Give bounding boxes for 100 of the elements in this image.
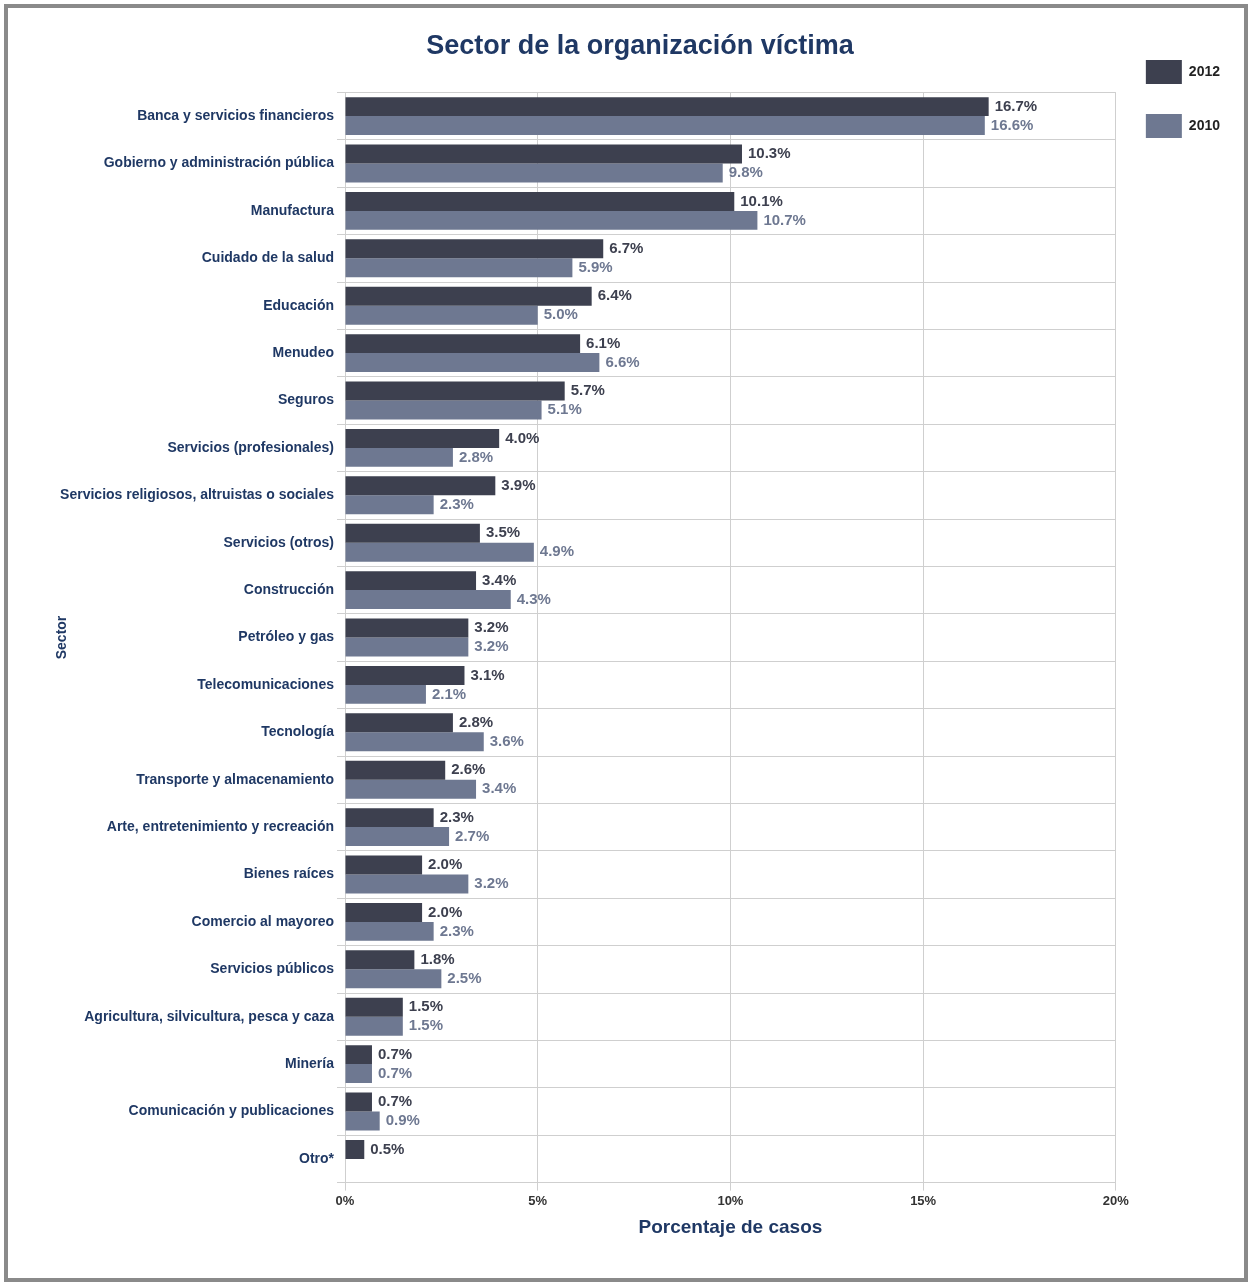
data-label: 4.0% [505,428,540,446]
data-label: 2.0% [428,855,463,873]
bar [345,116,985,136]
data-label: 6.7% [609,238,644,256]
bar [345,305,538,325]
bar [345,732,484,752]
bar [345,542,534,562]
y-tick-label: Servicios religiosos, altruistas o sociales [60,486,335,503]
data-label: 1.5% [408,1016,444,1034]
bar [345,618,469,638]
data-label: 2.7% [455,826,490,844]
y-tick-label: Comunicación y publicaciones [128,1102,335,1119]
bar [345,400,542,420]
x-tick-label: 15% [910,1192,937,1208]
data-label: 3.2% [474,618,509,636]
bar [345,713,453,733]
x-tick-label: 5% [528,1192,548,1208]
bar [345,381,565,401]
data-label: 0.5% [370,1139,405,1157]
bar [345,997,403,1017]
legend-label: 2010 [1188,116,1221,133]
bar [345,1045,372,1065]
bar [345,808,434,828]
bar [345,334,581,354]
bar [345,163,723,183]
data-label: 10.1% [740,191,783,209]
bar [345,1111,380,1131]
data-label: 3.2% [474,637,509,655]
bar [345,144,742,164]
bar [345,191,735,211]
y-tick-label: Construcción [243,580,334,597]
y-tick-label: Servicios (profesionales) [167,438,334,455]
data-label: 10.7% [763,210,806,228]
data-label: 6.1% [586,333,621,351]
data-label: 2.8% [458,712,494,730]
data-label: 3.1% [470,665,505,683]
bar [345,495,434,515]
bar [345,353,600,373]
y-tick-label: Cuidado de la salud [201,249,334,266]
y-tick-label: Banca y servicios financieros [137,106,335,123]
bar [345,239,604,259]
data-label: 5.1% [547,400,582,418]
y-tick-label: Transporte y almacenamiento [136,770,334,787]
data-label: 5.0% [543,305,578,323]
bar [345,1016,403,1036]
bar [345,1092,372,1112]
data-label: 16.7% [994,96,1038,114]
bar [345,855,423,875]
data-label: 2.3% [439,807,474,825]
data-label: 0.9% [385,1111,420,1129]
y-tick-label: Manufactura [250,201,335,218]
y-tick-label: Bienes raíces [243,865,335,882]
bar [345,258,573,278]
x-tick-label: 0% [335,1192,355,1208]
data-label: 4.9% [539,542,575,560]
x-tick-label: 20% [1102,1192,1130,1208]
bar [345,447,453,467]
x-axis-title: Porcentaje de casos [638,1215,823,1237]
data-label: 2.8% [458,447,494,465]
bar [345,950,415,970]
data-label: 2.3% [439,921,474,939]
y-axis-title: Sector [53,615,70,660]
data-label: 1.5% [408,997,444,1015]
data-label: 3.4% [482,570,517,588]
legend-label: 2012 [1188,62,1221,79]
bar [345,902,423,922]
y-tick-label: Educación [263,296,334,313]
bar [345,286,592,306]
data-label: 2.1% [431,684,467,702]
y-tick-label: Seguros [277,391,335,408]
y-tick-label: Telecomunicaciones [197,675,335,692]
data-label: 5.9% [578,257,613,275]
data-label: 0.7% [377,1063,413,1081]
bar [345,779,477,799]
bar [345,210,758,230]
data-label: 6.4% [597,286,632,304]
data-label: 2.5% [447,968,482,986]
data-label: 3.2% [474,874,509,892]
bar [345,571,477,591]
bar [345,590,511,610]
data-label: 1.8% [420,949,455,967]
x-tick-label: 10% [717,1192,744,1208]
bar [345,428,500,448]
y-tick-label: Tecnología [261,723,335,740]
data-label: 4.3% [516,589,551,607]
data-label: 0.7% [377,1044,413,1062]
data-label: 3.5% [485,523,521,541]
y-tick-label: Minería [284,1054,335,1071]
bar [345,97,989,117]
data-label: 3.6% [489,731,524,749]
bar [345,921,434,941]
y-tick-label: Menudeo [272,343,334,360]
data-label: 6.6% [605,352,640,370]
y-tick-label: Gobierno y administración pública [103,154,335,171]
bar [345,523,480,543]
bar [345,684,426,704]
data-label: 5.7% [570,381,605,399]
data-label: 3.9% [501,475,536,493]
bar [345,1139,365,1159]
bar [345,969,442,989]
